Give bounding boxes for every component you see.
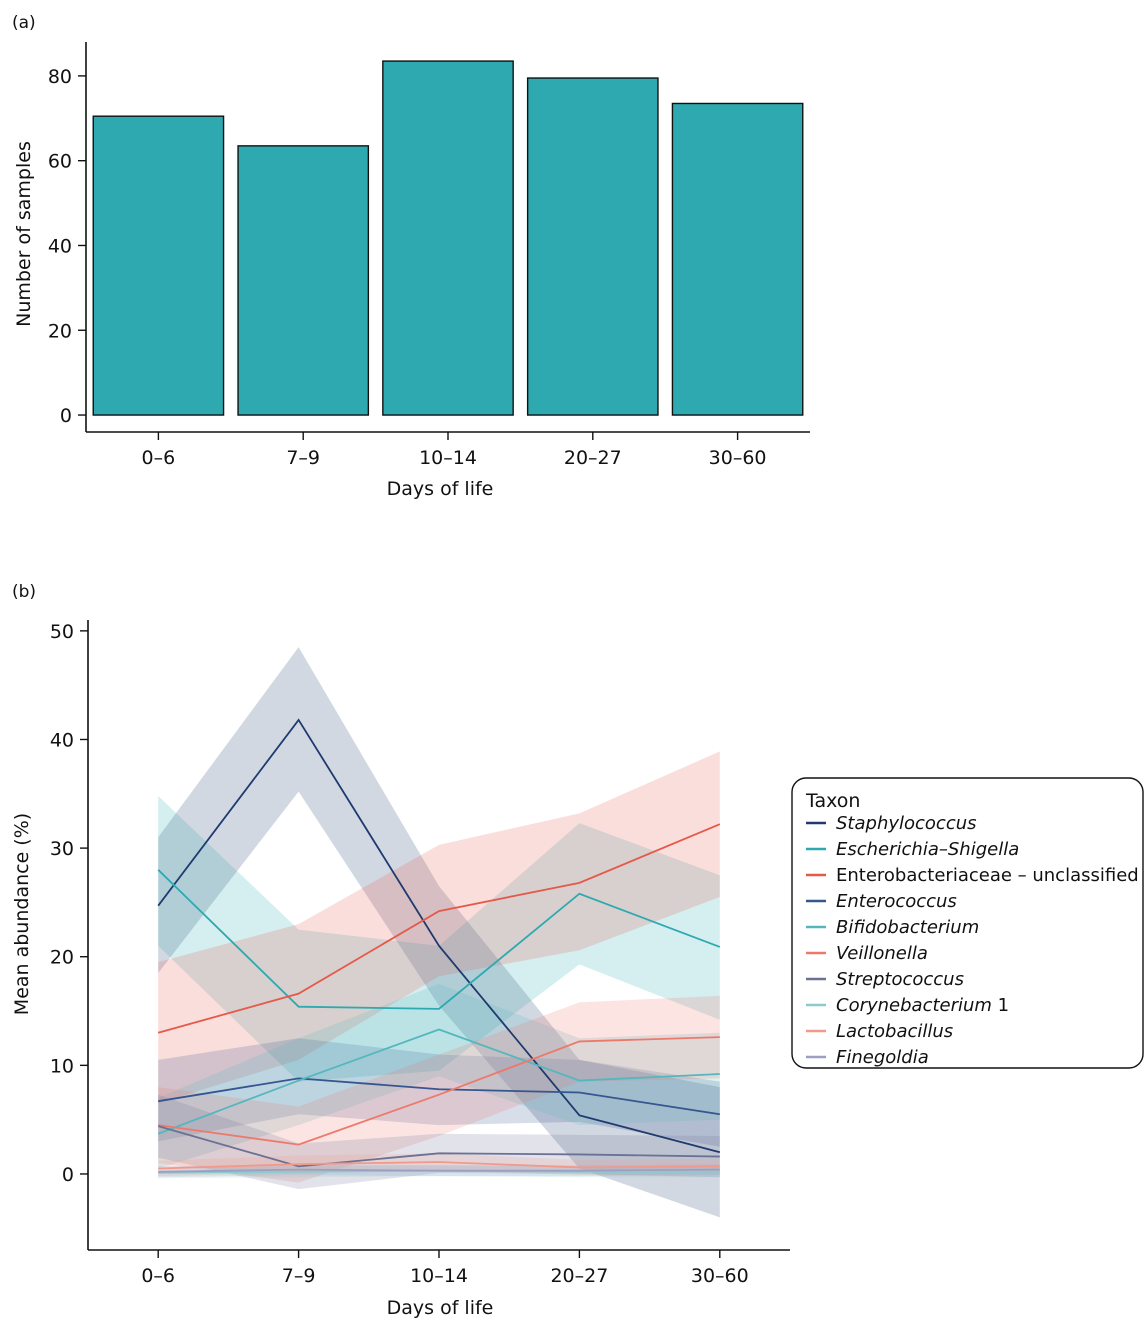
x-tick-label: 20–27 — [550, 1265, 608, 1287]
x-axis-label: Days of life — [387, 1297, 494, 1319]
x-tick-label: 7–9 — [286, 447, 320, 469]
band-enterococcus — [158, 1038, 720, 1147]
band-enterobacteriaceae-unclassified — [158, 751, 720, 1104]
y-tick-label: 10 — [50, 1055, 74, 1077]
y-tick-label: 80 — [48, 66, 72, 88]
line-finegoldia — [158, 1168, 720, 1173]
legend: Taxon Staphylococcus Escherichia–Shigella… — [791, 777, 1144, 1069]
legend-items: Staphylococcus Escherichia–Shigella Entero… — [806, 813, 1139, 1068]
y-tick-label: 0 — [60, 405, 72, 427]
legend-label: Corynebacterium 1 — [836, 995, 1009, 1016]
legend-label: Escherichia–Shigella — [836, 839, 1019, 860]
y-tick-label: 0 — [62, 1164, 74, 1186]
legend-label: Enterobacteriaceae – unclassified — [836, 865, 1139, 886]
x-tick-label: 10–14 — [410, 1265, 468, 1287]
band-staphylococcus — [158, 647, 720, 1218]
x-tick-label: 0–6 — [142, 447, 176, 469]
panel-b-label: (b) — [12, 582, 36, 602]
band-escherichia-shigella — [158, 795, 720, 1082]
legend-label: Bifidobacterium — [836, 917, 979, 938]
line-chart-panel: (b) 0–6 7–9 10–14 20–27 30–60 0 10 20 30 40 50 Day… — [11, 582, 1144, 1319]
bar-4 — [671, 102, 804, 416]
line-enterococcus — [158, 1077, 720, 1116]
legend-label: Finegoldia — [836, 1047, 929, 1068]
x-tick-label: 20–27 — [564, 447, 622, 469]
y-tick-label: 20 — [50, 947, 74, 969]
y-tick-label: 30 — [50, 838, 74, 860]
band-corynebacterium — [158, 1165, 720, 1179]
x-tick-label: 7–9 — [282, 1265, 316, 1287]
series-lines-group — [157, 718, 721, 1174]
line-bifidobacterium — [157, 1028, 720, 1135]
line-escherichia-shigella — [157, 869, 721, 1010]
legend-label: Enterococcus — [836, 891, 957, 912]
legend-label: Lactobacillus — [836, 1021, 953, 1042]
bars-group — [92, 60, 804, 416]
axes-group: 0–6 7–9 10–14 20–27 30–60 0 10 20 30 40 50 — [50, 620, 790, 1287]
y-tick-label: 40 — [48, 235, 72, 257]
bar-1 — [237, 145, 370, 416]
y-tick-label: 40 — [50, 729, 74, 751]
bar-chart-panel: (a) 0–6 7–9 10–14 20–27 30–60 0 20 40 60 80 Days … — [12, 13, 810, 500]
panel-a-label: (a) — [12, 13, 36, 33]
x-tick-label: 30–60 — [691, 1265, 749, 1287]
bar-0 — [92, 115, 225, 416]
legend-box — [791, 777, 1144, 1069]
band-bifidobacterium — [158, 983, 720, 1169]
line-enterobacteriaceae-unclassified — [157, 823, 721, 1034]
y-tick-label: 20 — [48, 320, 72, 342]
line-staphylococcus — [157, 718, 721, 1154]
legend-label: Streptococcus — [836, 969, 964, 990]
y-tick-label: 60 — [48, 151, 72, 173]
x-tick-label: 10–14 — [419, 447, 477, 469]
y-axis-label: Mean abundance (%) — [11, 813, 33, 1015]
axes-group: 0–6 7–9 10–14 20–27 30–60 0 20 40 60 80 — [48, 42, 810, 469]
line-lactobacillus — [158, 1161, 720, 1170]
bar-3 — [526, 77, 659, 416]
y-tick-label: 50 — [50, 621, 74, 643]
x-axis-label: Days of life — [387, 478, 494, 500]
x-tick-label: 30–60 — [709, 447, 767, 469]
legend-label: Staphylococcus — [836, 813, 977, 834]
legend-title: Taxon — [805, 790, 860, 812]
legend-label: Veillonella — [836, 943, 928, 964]
x-tick-label: 0–6 — [141, 1265, 175, 1287]
line-streptococcus — [157, 1125, 720, 1168]
y-axis-label: Number of samples — [13, 141, 35, 327]
line-veillonella — [158, 1036, 720, 1146]
confidence-bands-group — [158, 647, 720, 1218]
bar-2 — [382, 60, 514, 416]
